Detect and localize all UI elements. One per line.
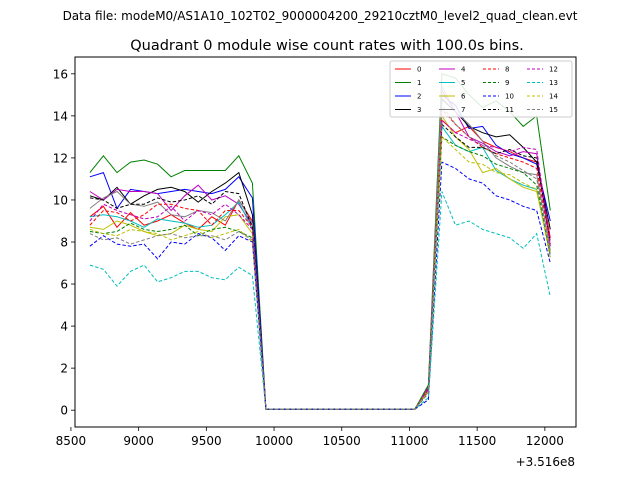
legend-label-11: 11 <box>505 106 514 114</box>
y-tick-label: 16 <box>53 67 68 81</box>
legend-label-6: 6 <box>461 93 466 101</box>
y-tick-label: 6 <box>60 278 68 292</box>
legend-label-13: 13 <box>549 79 558 87</box>
legend-label-9: 9 <box>505 79 509 87</box>
legend-label-14: 14 <box>549 93 558 101</box>
y-tick-label: 14 <box>53 109 68 123</box>
legend-label-3: 3 <box>417 106 421 114</box>
legend-label-1: 1 <box>417 79 421 87</box>
legend-label-5: 5 <box>461 79 465 87</box>
x-tick-label: 8500 <box>56 434 87 448</box>
legend-label-2: 2 <box>417 93 421 101</box>
x-axis-offset-label: +3.516e8 <box>516 455 575 469</box>
legend-label-0: 0 <box>417 66 421 74</box>
y-tick-label: 4 <box>60 320 68 334</box>
x-tick-label: 9500 <box>191 434 222 448</box>
legend-label-8: 8 <box>505 66 509 74</box>
series-line-15 <box>89 103 551 410</box>
legend-label-15: 15 <box>549 106 558 114</box>
y-axis-ticks: 0 2 4 6 8 10 12 14 16 <box>53 67 75 418</box>
plot-lines <box>89 73 551 410</box>
legend-label-4: 4 <box>461 66 466 74</box>
x-tick-label: 10500 <box>323 434 361 448</box>
y-tick-label: 0 <box>60 404 68 418</box>
legend-box <box>389 60 573 118</box>
x-tick-label: 11000 <box>390 434 428 448</box>
legend-label-10: 10 <box>505 93 514 101</box>
legend-label-7: 7 <box>461 106 465 114</box>
legend-label-12: 12 <box>549 66 558 74</box>
y-tick-label: 10 <box>53 193 68 207</box>
chart-title: Quadrant 0 module wise count rates with … <box>130 38 524 54</box>
y-tick-label: 12 <box>53 151 68 165</box>
x-tick-label: 10000 <box>255 434 293 448</box>
x-tick-label: 11500 <box>458 434 496 448</box>
x-axis-ticks: 8500 9000 9500 10000 10500 11000 11500 12000 <box>56 427 564 448</box>
y-tick-label: 8 <box>60 236 68 250</box>
x-tick-label: 12000 <box>526 434 564 448</box>
series-line-10 <box>89 161 551 410</box>
x-tick-label: 9000 <box>123 434 154 448</box>
figure-suptitle: Data file: modeM0/AS1A10_102T02_90000042… <box>63 9 578 23</box>
y-tick-label: 2 <box>60 362 68 376</box>
